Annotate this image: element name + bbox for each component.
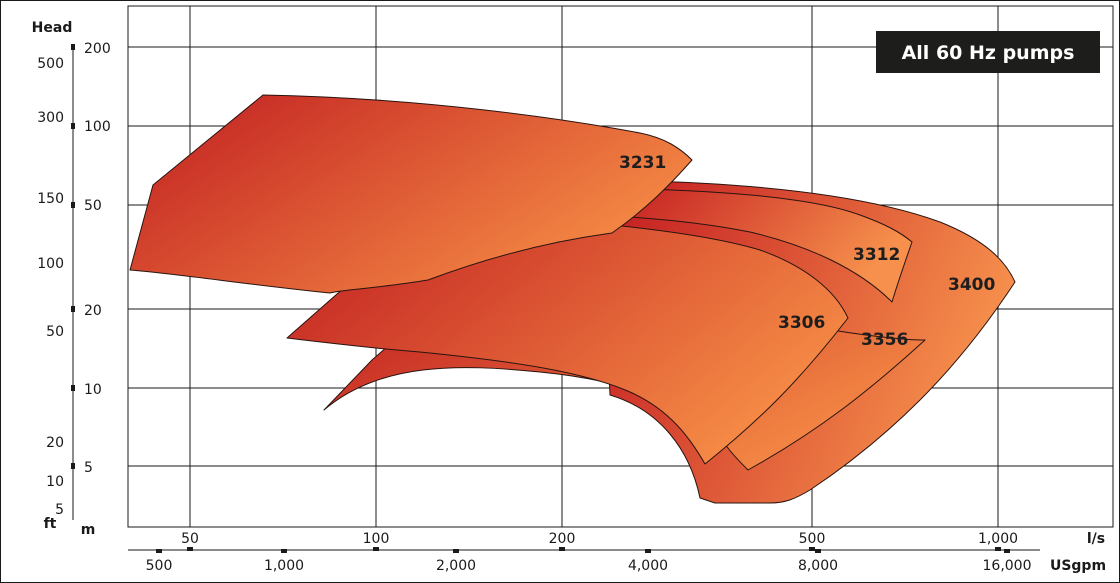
- ytick-mark: [71, 463, 75, 469]
- ytick-ft-100: 100: [37, 256, 64, 272]
- ytick-mark: [71, 202, 75, 208]
- xtick-gpm-16000: 16,000: [983, 558, 1032, 574]
- xtick-ls-500: 500: [799, 531, 826, 547]
- xtick-mark: [187, 547, 193, 551]
- xtick-mark: [453, 549, 459, 553]
- ytick-m-50: 50: [84, 198, 102, 214]
- y-ticks-m: 200 100 50 20 10 5: [71, 41, 111, 476]
- y-unit-m: m: [81, 522, 96, 538]
- x-unit-ls: l/s: [1087, 531, 1105, 547]
- xtick-mark: [281, 549, 287, 553]
- ytick-m-10: 10: [84, 382, 102, 398]
- ytick-mark: [71, 123, 75, 129]
- label-3306: 3306: [778, 313, 825, 333]
- ytick-ft-300: 300: [37, 110, 64, 126]
- ytick-m-5: 5: [84, 460, 93, 476]
- xtick-ls-200: 200: [549, 531, 576, 547]
- xtick-mark: [809, 547, 815, 551]
- xtick-gpm-8000: 8,000: [798, 558, 838, 574]
- ytick-ft-5: 5: [55, 502, 64, 518]
- ytick-m-100: 100: [84, 119, 111, 135]
- y-ticks-ft: 500 300 150 100 50 20 10 5: [37, 56, 64, 518]
- y-axis-title: Head: [32, 20, 73, 36]
- xtick-ls-100: 100: [363, 531, 390, 547]
- area-3231: [129, 94, 693, 294]
- ytick-ft-50: 50: [46, 324, 64, 340]
- x-unit-usgpm: USgpm: [1050, 558, 1106, 574]
- label-3231: 3231: [619, 153, 666, 173]
- ytick-ft-150: 150: [37, 191, 64, 207]
- ytick-mark: [71, 306, 75, 312]
- xtick-gpm-4000: 4,000: [628, 558, 668, 574]
- ytick-mark: [71, 44, 75, 50]
- xtick-mark: [559, 547, 565, 551]
- pump-areas: [129, 94, 1016, 504]
- ytick-m-20: 20: [84, 303, 102, 319]
- ytick-ft-500: 500: [37, 56, 64, 72]
- ytick-m-200: 200: [84, 41, 111, 57]
- xtick-gpm-1000: 1,000: [264, 558, 304, 574]
- x-ticks-ls: 50 100 200 500 1,000 l/s: [181, 531, 1105, 547]
- ytick-ft-10: 10: [46, 474, 64, 490]
- xtick-mark: [995, 547, 1001, 551]
- xtick-gpm-500: 500: [146, 558, 173, 574]
- xtick-mark: [645, 549, 651, 553]
- chart-title: All 60 Hz pumps: [902, 42, 1075, 64]
- title-box: [876, 31, 1100, 73]
- xtick-mark: [1004, 549, 1010, 553]
- ytick-mark: [71, 385, 75, 391]
- y-unit-ft: ft: [44, 516, 57, 532]
- xtick-ls-1000: 1,000: [978, 531, 1018, 547]
- area-3312: [599, 187, 913, 303]
- label-3356: 3356: [861, 330, 908, 350]
- xtick-mark: [156, 549, 162, 553]
- label-3400: 3400: [948, 275, 995, 295]
- xtick-mark: [815, 549, 821, 553]
- x-ticks-usgpm: 500 1,000 2,000 4,000 8,000 16,000 USgpm: [146, 558, 1106, 574]
- ytick-ft-20: 20: [46, 435, 64, 451]
- label-3312: 3312: [853, 245, 900, 265]
- xtick-ls-50: 50: [181, 531, 199, 547]
- xtick-mark: [373, 547, 379, 551]
- x-axis-ticks: [156, 547, 1010, 553]
- xtick-gpm-2000: 2,000: [436, 558, 476, 574]
